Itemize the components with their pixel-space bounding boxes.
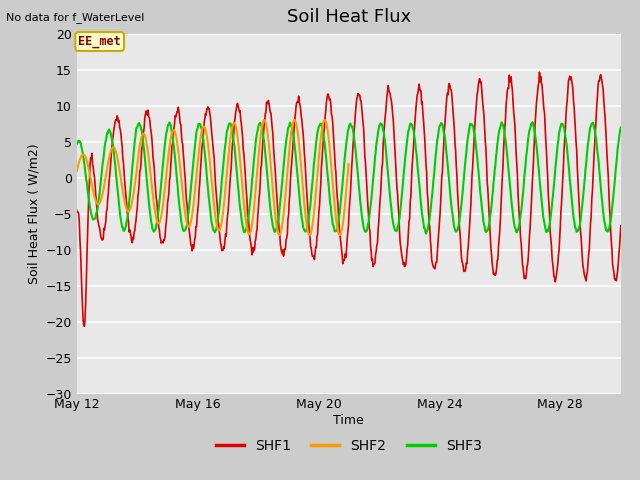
Text: EE_met: EE_met: [78, 35, 121, 48]
Text: No data for f_WaterLevel: No data for f_WaterLevel: [6, 12, 145, 23]
X-axis label: Time: Time: [333, 414, 364, 427]
Legend: SHF1, SHF2, SHF3: SHF1, SHF2, SHF3: [210, 433, 488, 459]
Title: Soil Heat Flux: Soil Heat Flux: [287, 9, 411, 26]
Y-axis label: Soil Heat Flux ( W/m2): Soil Heat Flux ( W/m2): [27, 144, 40, 284]
